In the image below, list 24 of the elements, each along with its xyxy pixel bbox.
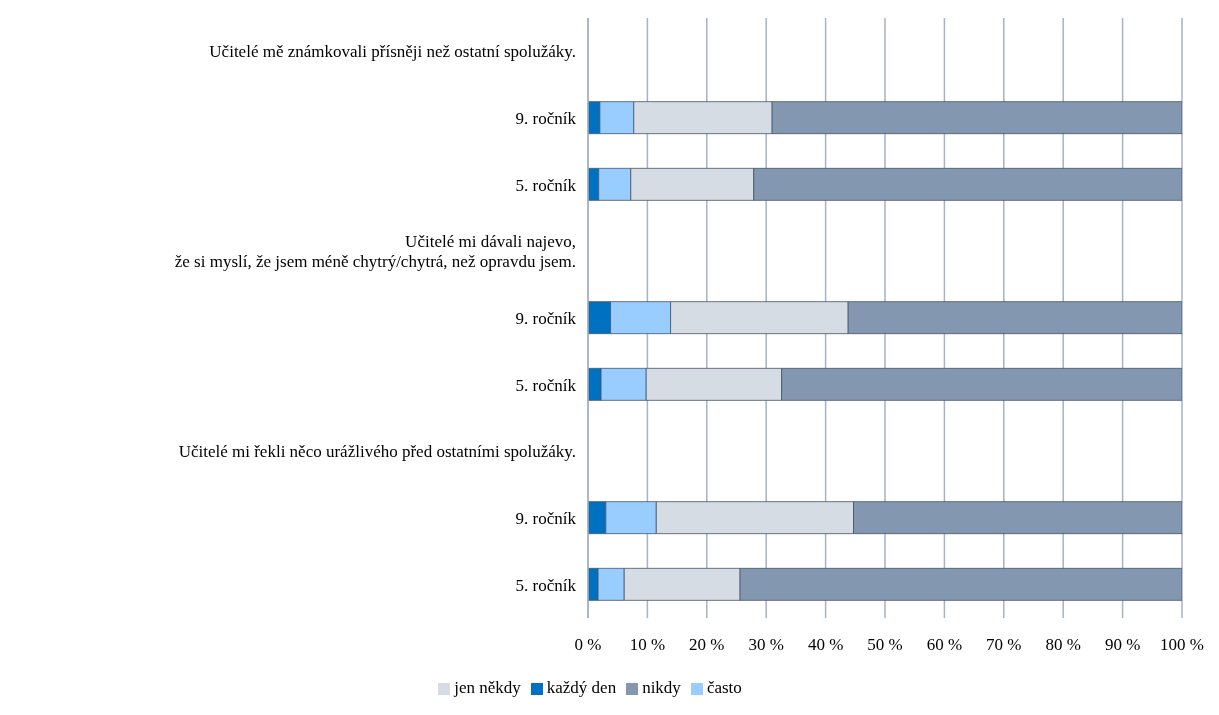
- y-tick-label: 5. ročník: [515, 375, 577, 395]
- x-tick-label: 50 %: [867, 635, 903, 655]
- x-tick-label: 100 %: [1160, 635, 1204, 655]
- y-tick-label: Učitelé mi řekli něco urážlivého před ostatními spolužáky.: [178, 441, 576, 461]
- x-tick-label: 30 %: [748, 635, 784, 655]
- x-tick-label: 80 %: [1045, 635, 1081, 655]
- y-tick-label: Učitelé mi dávali najevo, že si myslí, že jsem méně chytrý/chytrá, než opravdu jsem.: [174, 231, 576, 271]
- y-tick-label: 5. ročník: [515, 575, 577, 595]
- legend-label: jen někdy: [454, 678, 521, 697]
- legend-label: každý den: [546, 678, 617, 697]
- x-tick-label: 40 %: [807, 635, 844, 655]
- x-tick-label: 60 %: [926, 635, 963, 655]
- x-tick-label: 0 %: [574, 635, 602, 655]
- y-tick-label: 9. ročník: [515, 508, 577, 528]
- x-tick-label: 10 %: [629, 635, 666, 655]
- y-tick-label: 9. ročník: [515, 108, 577, 128]
- legend-label: nikdy: [642, 678, 681, 697]
- y-tick-label: 5. ročník: [515, 175, 577, 195]
- y-tick-label: Učitelé mě známkovali přísněji než ostatní spolužáky.: [209, 41, 576, 61]
- x-tick-label: 70 %: [986, 635, 1022, 655]
- x-tick-label: 20 %: [689, 635, 725, 655]
- x-tick-label: 90 %: [1104, 635, 1141, 655]
- y-tick-label: 9. ročník: [515, 308, 577, 328]
- legend-label: často: [706, 678, 742, 697]
